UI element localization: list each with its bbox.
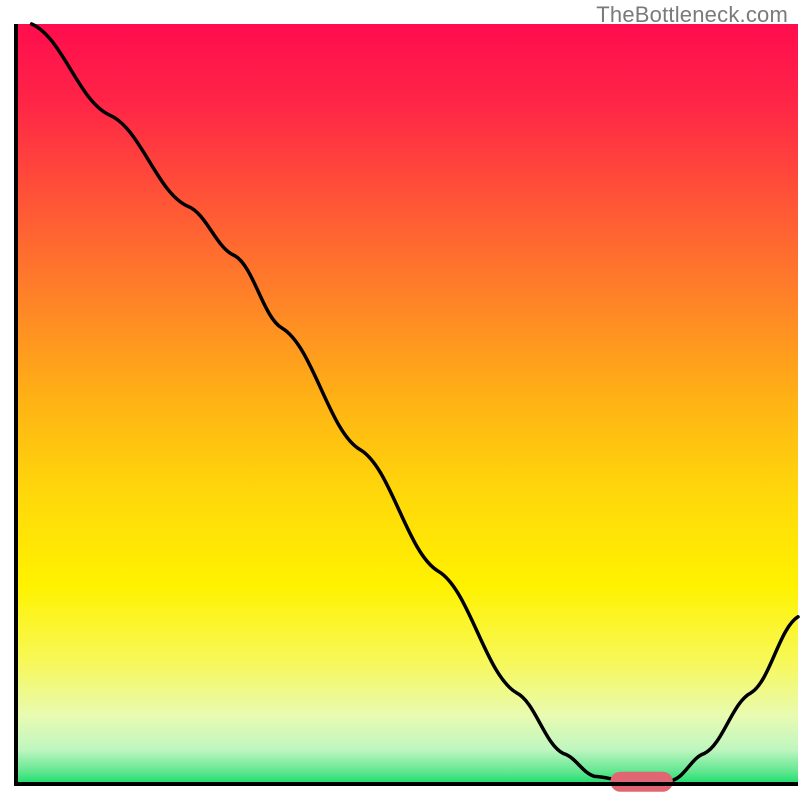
attribution-label: TheBottleneck.com (596, 2, 788, 28)
gradient-line-chart (0, 0, 800, 800)
chart-container: TheBottleneck.com (0, 0, 800, 800)
optimal-marker (610, 772, 673, 792)
